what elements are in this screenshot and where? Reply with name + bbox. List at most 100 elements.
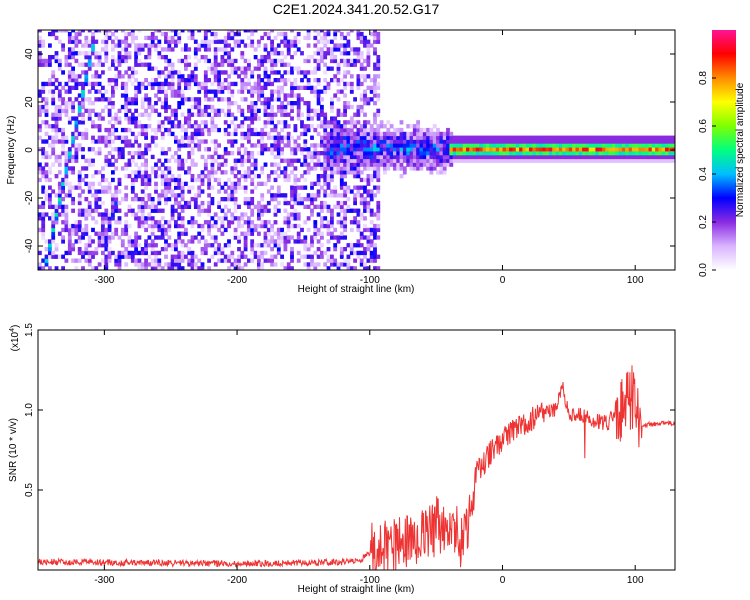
heatmap-cell (140, 131, 145, 137)
heatmap-cell (373, 35, 377, 41)
heatmap-cell (150, 223, 155, 229)
heatmap-cell (170, 47, 175, 52)
heatmap-cell (77, 112, 82, 117)
heatmap-cell (230, 151, 235, 156)
heatmap-cell (655, 139, 659, 144)
heatmap-cell (203, 58, 208, 64)
heatmap-cell (310, 89, 314, 94)
heatmap-cell (346, 158, 351, 163)
heatmap-cell (343, 47, 347, 52)
heatmap-cell (203, 166, 208, 171)
heatmap-cell (373, 62, 377, 67)
heatmap-cell (243, 254, 248, 259)
heatmap-cell (187, 55, 192, 60)
heatmap-cell (180, 216, 185, 221)
heatmap-cell (363, 177, 367, 183)
heatmap-cell (230, 101, 235, 106)
heatmap-cell (439, 139, 444, 144)
heatmap-cell (568, 158, 573, 163)
heatmap-cell (303, 58, 308, 64)
heatmap-cell (71, 74, 75, 79)
heatmap-cell (134, 97, 138, 102)
heatmap-cell (356, 135, 361, 140)
heatmap-cell (104, 220, 109, 225)
heatmap-cell (54, 124, 59, 129)
heatmap-cell (426, 151, 430, 156)
heatmap-cell (124, 197, 129, 202)
heatmap-cell (107, 97, 112, 102)
heatmap-cell (671, 147, 675, 152)
snr-x-ticks: -300 -200 -100 0 100 (94, 330, 644, 586)
heatmap-cell (320, 166, 324, 171)
heatmap-cell (227, 62, 231, 67)
heatmap-cell (310, 193, 314, 198)
heatmap-cell (207, 204, 211, 209)
heatmap-cell (240, 135, 245, 140)
heatmap-cell (320, 231, 324, 236)
heatmap-cell (290, 197, 294, 202)
heatmap-cell (519, 158, 523, 163)
heatmap-cell (412, 124, 417, 129)
heatmap-cell (174, 112, 178, 117)
heatmap-cell (578, 135, 583, 140)
heatmap-cell (313, 227, 318, 233)
heatmap-cell (449, 131, 454, 137)
heatmap-cell (101, 212, 105, 217)
heatmap-cell (257, 262, 261, 267)
heatmap-cell (134, 262, 138, 267)
heatmap-cell (293, 216, 298, 221)
heatmap-cell (177, 166, 182, 171)
heatmap-cell (602, 139, 606, 144)
heatmap-cell (336, 266, 341, 270)
heatmap-cell (359, 135, 364, 140)
heatmap-cell (578, 139, 583, 144)
heatmap-cell (120, 39, 125, 44)
heatmap-cell (154, 235, 158, 240)
heatmap-cell (333, 124, 338, 129)
heatmap-cell (240, 162, 245, 167)
heatmap-cell (61, 43, 65, 48)
heatmap-cell (270, 227, 274, 233)
heatmap-cell (300, 70, 304, 75)
heatmap-cell (184, 78, 188, 83)
heatmap-cell (71, 70, 75, 75)
heatmap-cell (150, 43, 155, 48)
x-tick-label: 0 (500, 575, 506, 586)
heatmap-cell (349, 243, 354, 248)
heatmap-cell (565, 147, 570, 152)
heatmap-cell (140, 266, 145, 270)
heatmap-cell (286, 212, 291, 217)
heatmap-cell (200, 127, 205, 133)
heatmap-cell (220, 85, 225, 90)
heatmap-cell (296, 231, 301, 236)
heatmap-cell (44, 151, 49, 156)
heatmap-cell (363, 227, 367, 233)
heatmap-cell (77, 104, 82, 110)
heatmap-cell (280, 89, 284, 94)
heatmap-cell (373, 116, 377, 121)
heatmap-cell (373, 154, 377, 160)
heatmap-cell (349, 154, 354, 160)
heatmap-cell (346, 131, 351, 137)
heatmap-cell (326, 30, 331, 33)
heatmap-cell (658, 135, 663, 140)
heatmap-cell (217, 127, 221, 133)
heatmap-cell (310, 197, 314, 202)
heatmap-cell (462, 143, 467, 148)
heatmap-cell (81, 231, 85, 236)
heatmap-cell (184, 131, 188, 137)
heatmap-cell (71, 35, 75, 41)
heatmap-cell (422, 151, 427, 156)
heatmap-cell (373, 185, 377, 190)
heatmap-cell (466, 147, 470, 152)
heatmap-cell (124, 104, 129, 110)
heatmap-cell (137, 262, 142, 267)
heatmap-cell (343, 162, 347, 167)
heatmap-cell (336, 124, 341, 129)
heatmap-cell (273, 35, 278, 41)
heatmap-cell (349, 250, 354, 256)
heatmap-cell (64, 220, 69, 225)
heatmap-cell (366, 235, 371, 240)
heatmap-cell (290, 162, 294, 167)
heatmap-cell (618, 139, 623, 144)
